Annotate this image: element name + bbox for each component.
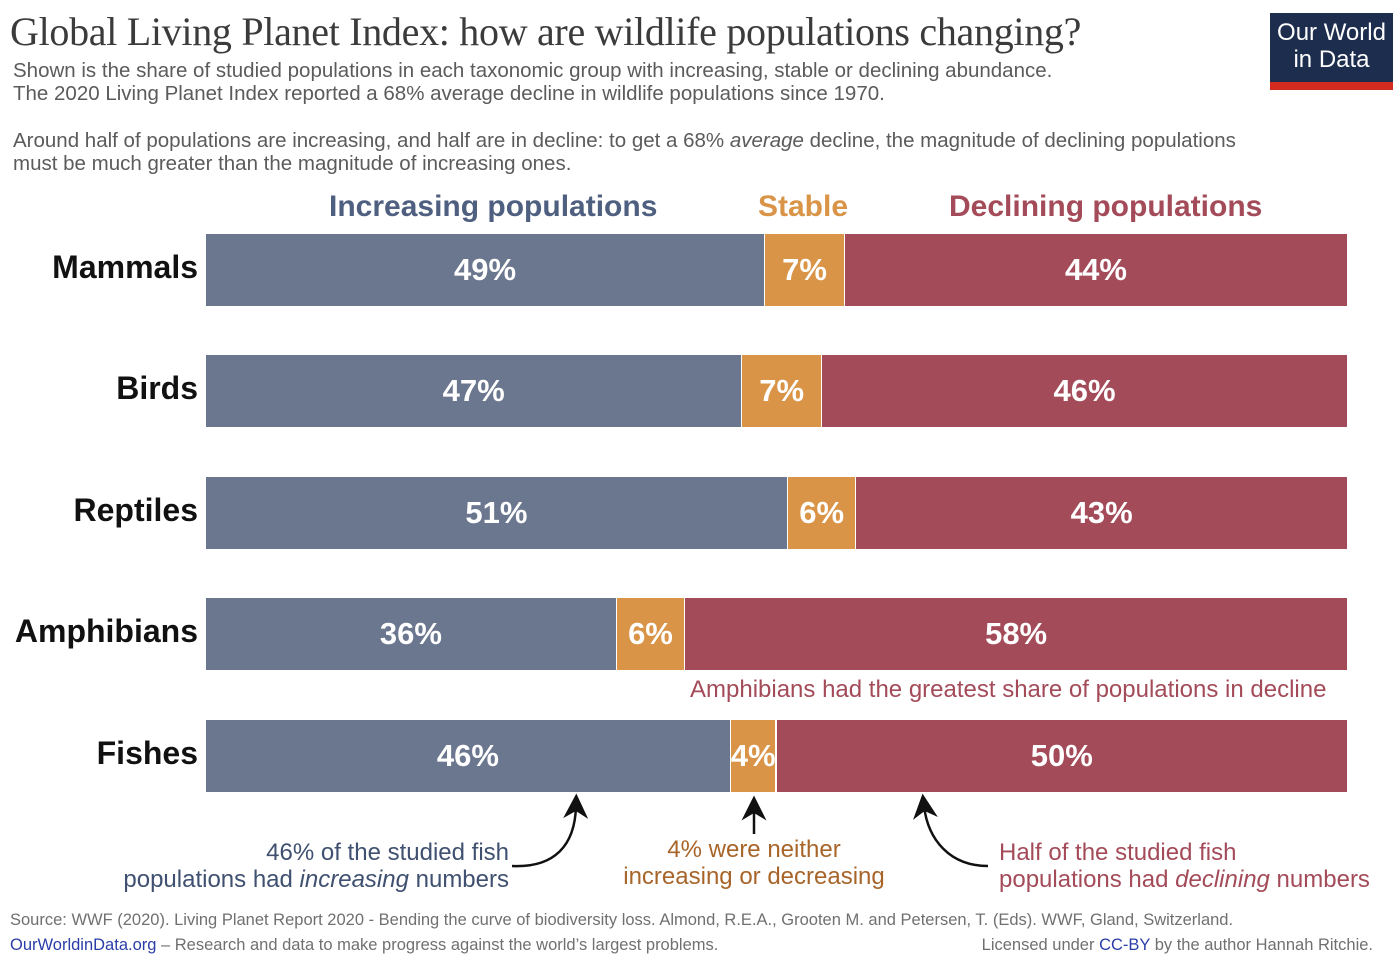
bar-fishes-increasing: 46% (206, 720, 731, 792)
emphasis: declining (1175, 866, 1270, 893)
amphibians-annotation: Amphibians had the greatest share of pop… (690, 676, 1327, 703)
category-label-fishes: Fishes (96, 735, 198, 771)
category-label-birds: Birds (116, 370, 198, 406)
note-text-b: decline, the magnitude of declining popu… (803, 129, 1236, 152)
logo-accent-bar (1270, 82, 1393, 90)
note-emphasis: average (729, 129, 804, 152)
emphasis: increasing (299, 866, 409, 893)
data-label: 47% (442, 373, 505, 408)
data-label: 46% (436, 738, 499, 773)
bar-reptiles-increasing: 51% (206, 477, 788, 549)
logo-line-2: in Data (1293, 46, 1370, 73)
category-label-mammals: Mammals (52, 249, 198, 285)
subtitle-line-1: Shown is the share of studied population… (13, 59, 1053, 82)
data-label: 46% (1053, 373, 1116, 408)
stable-annotation-line-2: increasing or decreasing (623, 863, 885, 890)
bar-mammals-stable: 7% (765, 234, 845, 306)
footer-tagline: OurWorldinData.org – Research and data t… (10, 936, 718, 955)
stable-annotation: 4% were neither increasing or decreasing (614, 836, 894, 890)
data-label: 6% (628, 616, 673, 651)
bar-amphibians-declining: 58% (685, 598, 1347, 670)
chart-title: Global Living Planet Index: how are wild… (10, 9, 1082, 54)
text: populations had (123, 866, 300, 893)
data-label: 44% (1064, 252, 1127, 287)
license-post: by the author Hannah Ritchie. (1150, 936, 1373, 954)
data-label: 7% (782, 252, 827, 287)
owid-site-link[interactable]: OurWorldinData.org (10, 936, 157, 954)
logo-line-1: Our World (1277, 19, 1386, 46)
bar-fishes-declining: 50% (776, 720, 1347, 792)
data-label: 58% (985, 616, 1048, 651)
subtitle-line-2: The 2020 Living Planet Index reported a … (13, 82, 885, 105)
legend-stable: Stable (758, 190, 849, 223)
category-label-amphibians: Amphibians (14, 613, 198, 649)
cc-by-link[interactable]: CC-BY (1099, 936, 1151, 954)
license-pre: Licensed under (981, 936, 1100, 954)
bar-birds-stable: 7% (742, 355, 823, 427)
bar-amphibians-stable: 6% (616, 598, 686, 670)
bar-fishes-stable: 4% (731, 720, 777, 792)
bar-birds-declining: 46% (822, 355, 1347, 427)
data-label: 4% (730, 738, 776, 773)
data-label: 49% (454, 252, 517, 287)
increasing-annotation: 46% of the studied fish populations had … (123, 839, 509, 893)
declining-annotation-line-2: populations had declining numbers (999, 866, 1370, 893)
data-label: 7% (759, 373, 805, 408)
data-label: 51% (465, 495, 528, 530)
declining-annotation-line-1: Half of the studied fish (999, 839, 1237, 866)
bar-amphibians-increasing: 36% (206, 598, 617, 670)
text: populations had (999, 866, 1176, 893)
declining-arrow-icon (913, 793, 989, 868)
source-citation: Source: WWF (2020). Living Planet Report… (10, 911, 1234, 929)
stable-annotation-line-1: 4% were neither (667, 836, 841, 863)
increasing-annotation-line-1: 46% of the studied fish (266, 839, 509, 866)
owid-logo[interactable]: Our World in Data (1270, 13, 1393, 90)
note-line-1: Around half of populations are increasin… (13, 129, 1236, 152)
text: numbers (408, 866, 509, 893)
data-label: 50% (1030, 738, 1093, 773)
tagline-text: – Research and data to make progress aga… (156, 936, 719, 954)
bar-reptiles-declining: 43% (856, 477, 1347, 549)
declining-annotation: Half of the studied fish populations had… (999, 839, 1370, 893)
note-line-2: must be much greater than the magnitude … (13, 152, 572, 175)
increasing-arrow-icon (511, 793, 589, 868)
data-label: 6% (799, 495, 845, 530)
data-label: 36% (379, 616, 442, 651)
bar-birds-increasing: 47% (206, 355, 743, 427)
note-text-a: Around half of populations are increasin… (13, 129, 730, 152)
data-label: 43% (1070, 495, 1133, 530)
license-text: Licensed under CC-BY by the author Hanna… (982, 936, 1373, 955)
text: numbers (1269, 866, 1370, 893)
bar-reptiles-stable: 6% (787, 477, 857, 549)
bar-mammals-declining: 44% (844, 234, 1347, 306)
increasing-annotation-line-2: populations had increasing numbers (123, 866, 509, 893)
bar-mammals-increasing: 49% (206, 234, 766, 306)
legend-increasing: Increasing populations (329, 190, 658, 223)
category-label-reptiles: Reptiles (73, 492, 198, 528)
legend-declining: Declining populations (949, 190, 1263, 223)
